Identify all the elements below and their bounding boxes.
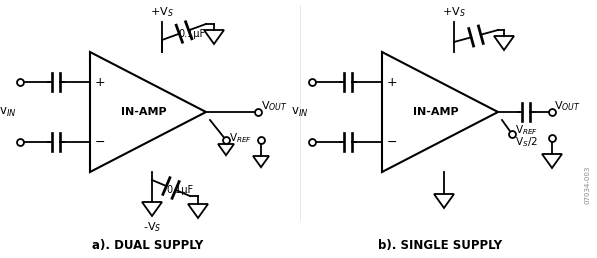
Text: V$_{REF}$: V$_{REF}$ xyxy=(229,131,252,145)
Text: −: − xyxy=(95,135,105,149)
Text: V$_{OUT}$: V$_{OUT}$ xyxy=(261,99,288,113)
Text: V$_{OUT}$: V$_{OUT}$ xyxy=(554,99,581,113)
Text: +: + xyxy=(95,76,105,88)
Text: a). DUAL SUPPLY: a). DUAL SUPPLY xyxy=(93,238,204,252)
Text: −: − xyxy=(387,135,397,149)
Text: 0.1μF: 0.1μF xyxy=(178,29,205,39)
Polygon shape xyxy=(382,52,498,172)
Text: IN-AMP: IN-AMP xyxy=(121,107,167,117)
Text: +V$_S$: +V$_S$ xyxy=(442,5,466,19)
Text: v$_{IN}$: v$_{IN}$ xyxy=(0,106,17,118)
Text: 07034-003: 07034-003 xyxy=(585,166,591,204)
Text: IN-AMP: IN-AMP xyxy=(413,107,459,117)
Text: b). SINGLE SUPPLY: b). SINGLE SUPPLY xyxy=(378,238,502,252)
Text: 0.1μF: 0.1μF xyxy=(166,185,193,195)
Text: +V$_S$: +V$_S$ xyxy=(150,5,174,19)
Text: V$_S$/2: V$_S$/2 xyxy=(515,135,538,149)
Text: v$_{IN}$: v$_{IN}$ xyxy=(291,106,309,118)
Polygon shape xyxy=(90,52,206,172)
Text: -V$_S$: -V$_S$ xyxy=(143,220,161,234)
Text: +: + xyxy=(387,76,398,88)
Text: V$_{REF}$: V$_{REF}$ xyxy=(515,123,538,137)
